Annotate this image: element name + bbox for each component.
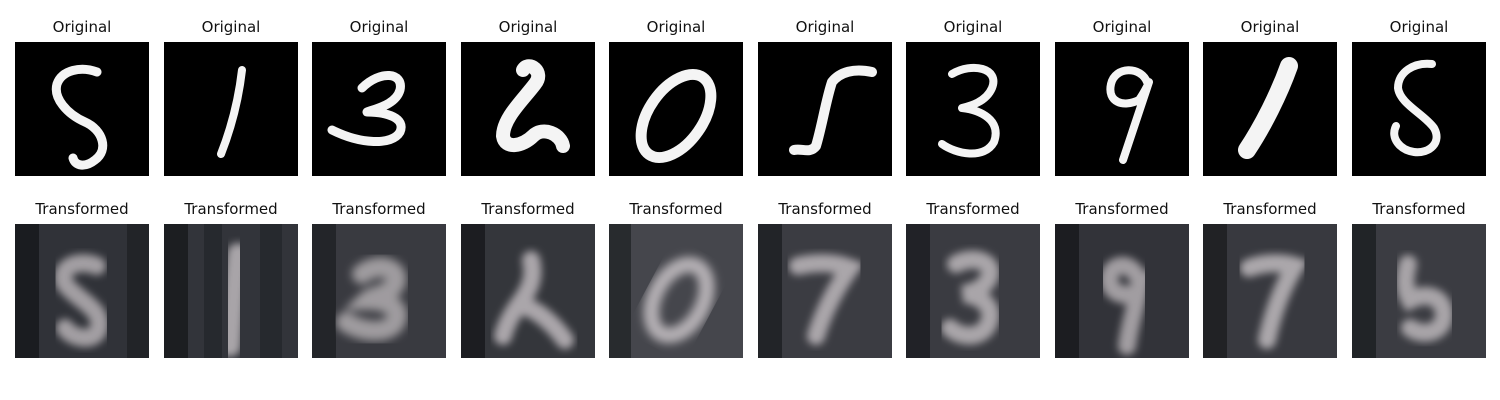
original-image-digit-1 (1203, 42, 1337, 176)
original-title: Original (1092, 18, 1152, 36)
transformed-title: Transformed (778, 200, 872, 218)
original-title: Original (1389, 18, 1449, 36)
original-image-digit-9 (1055, 42, 1189, 176)
original-image-digit-0 (609, 42, 743, 176)
original-title: Original (943, 18, 1003, 36)
original-image-digit-1 (164, 42, 298, 176)
transformed-title: Transformed (1223, 200, 1317, 218)
transformed-title: Transformed (35, 200, 129, 218)
original-image-digit-3 (906, 42, 1040, 176)
transformed-title: Transformed (629, 200, 723, 218)
transformed-image-digit-3 (312, 224, 446, 358)
transformed-title: Transformed (1372, 200, 1466, 218)
transformed-image-digit-5 (1352, 224, 1486, 358)
original-title: Original (646, 18, 706, 36)
transformed-image-digit-3 (906, 224, 1040, 358)
original-title: Original (795, 18, 855, 36)
original-title: Original (349, 18, 409, 36)
original-image-digit-3 (312, 42, 446, 176)
transformed-image-digit-0 (609, 224, 743, 358)
transformed-image-digit-1 (164, 224, 298, 358)
transformed-image-digit-2 (461, 224, 595, 358)
transformed-title: Transformed (1075, 200, 1169, 218)
transformed-image-digit-7 (1203, 224, 1337, 358)
transformed-title: Transformed (332, 200, 426, 218)
original-title: Original (52, 18, 112, 36)
original-image-digit-2 (461, 42, 595, 176)
original-title: Original (1240, 18, 1300, 36)
transformed-title: Transformed (481, 200, 575, 218)
original-image-digit-5 (15, 42, 149, 176)
transformed-title: Transformed (184, 200, 278, 218)
original-image-digit-5 (758, 42, 892, 176)
original-image-digit-5 (1352, 42, 1486, 176)
transformed-title: Transformed (926, 200, 1020, 218)
transformed-image-digit-9 (1055, 224, 1189, 358)
original-title: Original (201, 18, 261, 36)
transformed-image-digit-5 (15, 224, 149, 358)
original-title: Original (498, 18, 558, 36)
transformed-image-digit-7 (758, 224, 892, 358)
